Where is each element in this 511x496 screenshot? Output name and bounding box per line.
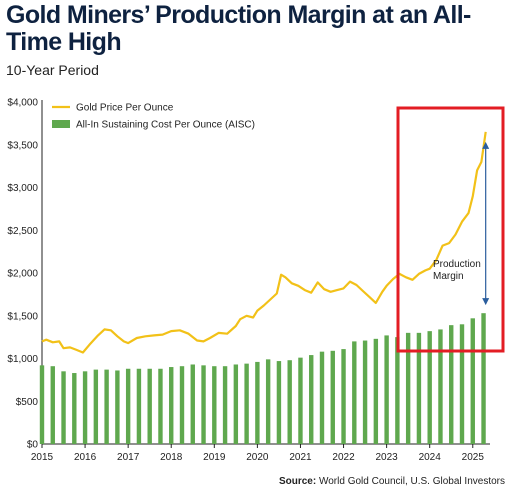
- x-tick-label: 2022: [332, 452, 355, 463]
- x-tick-label: 2015: [31, 452, 54, 463]
- annotation-production-margin: Margin: [433, 271, 464, 282]
- aisc-bar: [115, 370, 120, 444]
- aisc-bar: [179, 366, 185, 444]
- y-tick-label: $500: [16, 397, 39, 408]
- aisc-bar: [255, 361, 260, 444]
- y-tick-label: $3,500: [7, 140, 38, 151]
- legend-swatch-aisc: [52, 120, 70, 128]
- legend-label-aisc: All-In Sustaining Cost Per Ounce (AISC): [76, 120, 255, 131]
- y-tick-label: $1,500: [7, 311, 38, 322]
- x-tick-label: 2019: [203, 452, 226, 463]
- aisc-bar: [287, 360, 292, 444]
- aisc-bar: [330, 350, 335, 444]
- aisc-bar: [72, 373, 77, 444]
- aisc-bar: [481, 313, 486, 444]
- aisc-bar: [341, 349, 346, 444]
- y-tick-label: $1,000: [7, 354, 38, 365]
- x-tick-label: 2017: [117, 452, 140, 463]
- aisc-bar: [244, 363, 249, 444]
- aisc-bar: [158, 368, 163, 444]
- aisc-bar: [309, 355, 314, 444]
- aisc-bar: [39, 365, 45, 444]
- aisc-bar: [449, 325, 454, 444]
- aisc-bar: [190, 364, 195, 444]
- aisc-bar: [373, 338, 379, 444]
- y-tick-label: $4,000: [7, 98, 38, 109]
- aisc-bar: [416, 332, 422, 444]
- aisc-bar: [93, 369, 99, 444]
- aisc-bar: [427, 331, 432, 444]
- aisc-bar: [136, 368, 142, 444]
- aisc-bar: [82, 371, 88, 444]
- aisc-bar: [50, 366, 55, 444]
- y-tick-label: $3,000: [7, 183, 38, 194]
- aisc-bar: [352, 341, 357, 444]
- aisc-bar: [384, 335, 389, 444]
- aisc-bar: [233, 364, 239, 444]
- x-tick-label: 2016: [74, 452, 97, 463]
- aisc-bar: [438, 329, 443, 444]
- aisc-bar: [470, 318, 475, 444]
- annotation-production-margin: Production: [433, 259, 481, 270]
- aisc-bar: [201, 365, 206, 444]
- margin-arrow-head-top: [482, 141, 490, 149]
- aisc-bar: [61, 371, 66, 444]
- x-tick-label: 2024: [419, 452, 442, 463]
- chart-subtitle: 10-Year Period: [6, 62, 99, 78]
- aisc-bar: [298, 357, 303, 444]
- gold-price-line: [41, 131, 487, 354]
- x-tick-label: 2021: [289, 452, 312, 463]
- source-text: World Gold Council, U.S. Global Investor…: [318, 476, 505, 487]
- highlight-box: [396, 106, 505, 353]
- aisc-bar: [319, 351, 325, 444]
- source-note: Source: World Gold Council, U.S. Global …: [279, 476, 505, 487]
- y-tick-label: $2,000: [7, 269, 38, 280]
- aisc-bar: [104, 369, 109, 444]
- aisc-bar: [125, 368, 131, 444]
- aisc-bar: [212, 366, 217, 444]
- chart-title: Gold Miners’ Production Margin at an All…: [6, 1, 471, 56]
- aisc-bar: [405, 332, 411, 444]
- x-tick-label: 2023: [375, 452, 398, 463]
- y-tick-label: $2,500: [7, 226, 38, 237]
- aisc-bar: [222, 366, 228, 444]
- aisc-bar: [276, 361, 282, 444]
- y-tick-label: $0: [27, 440, 39, 451]
- aisc-bar: [459, 324, 465, 444]
- x-tick-label: 2018: [160, 452, 183, 463]
- aisc-bar: [395, 337, 400, 444]
- legend-label-gold: Gold Price Per Ounce: [76, 103, 174, 114]
- margin-arrow-head-bottom: [482, 298, 490, 306]
- x-tick-label: 2025: [462, 452, 485, 463]
- aisc-bar: [265, 359, 271, 444]
- aisc-bar: [169, 367, 174, 444]
- source-label: Source:: [278, 476, 317, 487]
- aisc-bar: [147, 368, 152, 444]
- x-tick-label: 2020: [246, 452, 269, 463]
- aisc-bar: [362, 340, 368, 444]
